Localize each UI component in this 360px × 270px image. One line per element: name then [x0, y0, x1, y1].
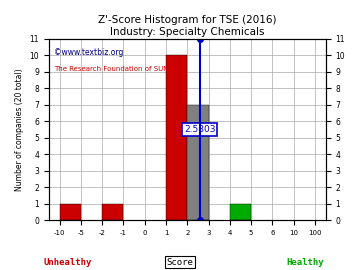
- Bar: [166, 55, 187, 220]
- Text: ©www.textbiz.org: ©www.textbiz.org: [54, 48, 124, 57]
- Title: Z'-Score Histogram for TSE (2016)
Industry: Specialty Chemicals: Z'-Score Histogram for TSE (2016) Indust…: [98, 15, 276, 37]
- Bar: [187, 105, 208, 220]
- Y-axis label: Number of companies (20 total): Number of companies (20 total): [15, 68, 24, 191]
- Text: Score: Score: [167, 258, 193, 266]
- Text: Unhealthy: Unhealthy: [43, 258, 91, 266]
- Text: 2.5803: 2.5803: [184, 125, 215, 134]
- Bar: [102, 204, 123, 220]
- Text: The Research Foundation of SUNY: The Research Foundation of SUNY: [54, 66, 173, 72]
- Bar: [59, 204, 81, 220]
- Text: Healthy: Healthy: [286, 258, 324, 266]
- Bar: [230, 204, 251, 220]
